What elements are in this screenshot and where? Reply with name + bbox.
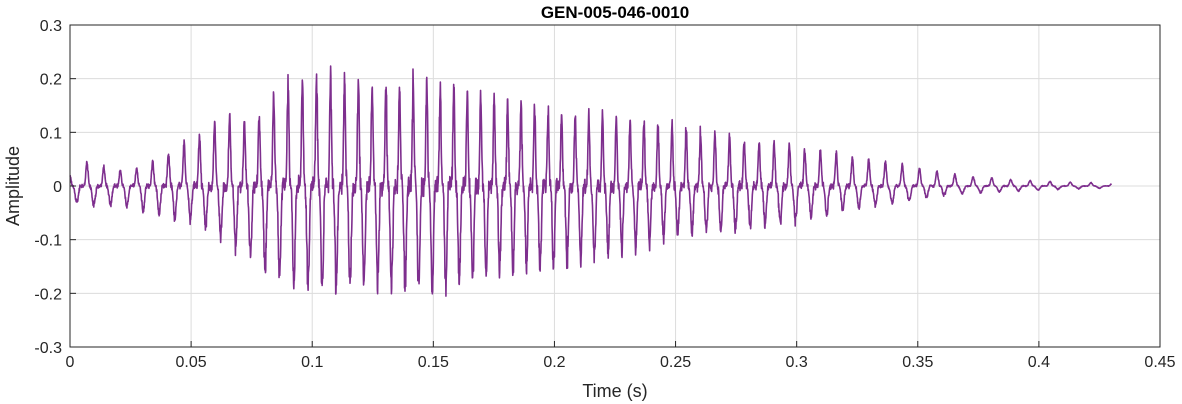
tick-labels: 0 0.05 0.1 0.15 0.2 0.25 0.3 0.35 0.4 0.45 -0.3 -0.… bbox=[34, 18, 1175, 371]
x-axis-label: Time (s) bbox=[582, 381, 647, 401]
x-tick-label: 0.1 bbox=[301, 354, 323, 371]
x-tick-label: 0.45 bbox=[1144, 354, 1175, 371]
chart-title: GEN-005-046-0010 bbox=[541, 3, 689, 22]
y-tick-label: 0 bbox=[53, 179, 62, 196]
y-tick-label: 0.2 bbox=[40, 72, 62, 89]
series-line-0 bbox=[69, 65, 1113, 297]
x-tick-label: 0 bbox=[66, 354, 75, 371]
y-tick-label: 0.3 bbox=[40, 18, 62, 35]
x-tick-label: 0.2 bbox=[543, 354, 565, 371]
y-tick-label: -0.1 bbox=[34, 233, 62, 250]
y-tick-label: 0.1 bbox=[40, 125, 62, 142]
x-tick-label: 0.05 bbox=[176, 354, 207, 371]
x-tick-label: 0.35 bbox=[902, 354, 933, 371]
y-axis-label: Amplitude bbox=[3, 146, 23, 226]
series-layer bbox=[69, 65, 1113, 297]
y-tick-label: -0.2 bbox=[34, 286, 62, 303]
x-tick-label: 0.25 bbox=[660, 354, 691, 371]
x-tick-label: 0.15 bbox=[418, 354, 449, 371]
x-tick-label: 0.4 bbox=[1028, 354, 1050, 371]
y-tick-label: -0.3 bbox=[34, 340, 62, 357]
x-tick-label: 0.3 bbox=[786, 354, 808, 371]
